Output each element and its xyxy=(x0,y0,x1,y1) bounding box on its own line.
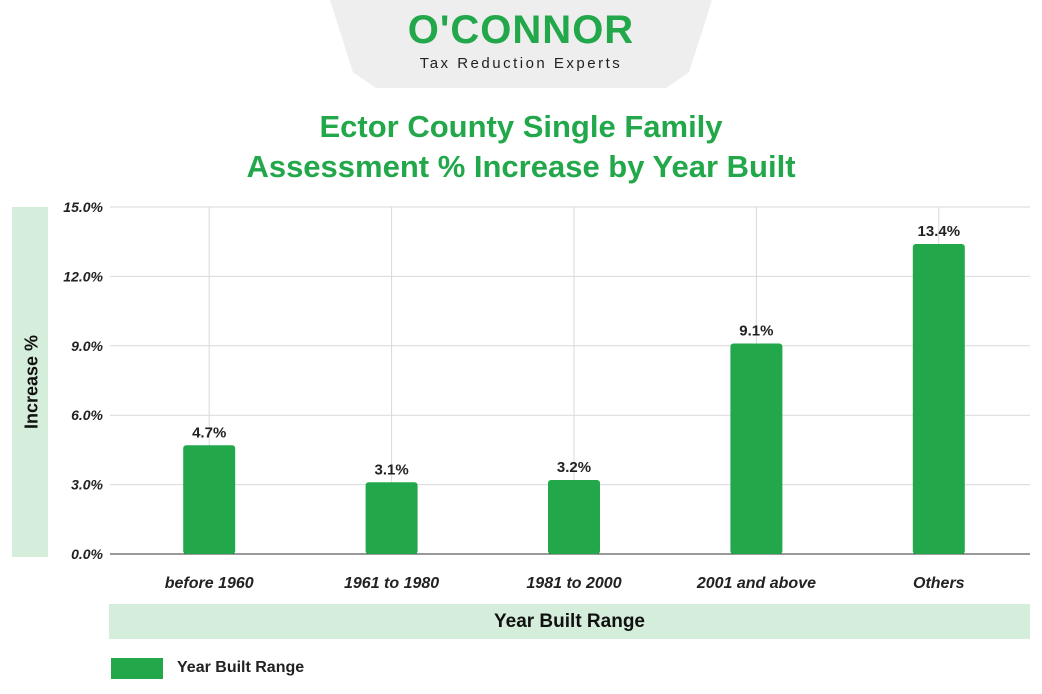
x-tick-label: 1981 to 2000 xyxy=(526,575,621,592)
y-tick-label: 9.0% xyxy=(71,338,103,354)
y-tick-label: 3.0% xyxy=(71,477,103,493)
legend-label: Year Built Range xyxy=(177,659,305,676)
x-tick-label: 1961 to 1980 xyxy=(344,575,439,592)
chart-title-line2: Assessment % Increase by Year Built xyxy=(246,149,796,184)
logo-background xyxy=(330,0,712,88)
y-tick-label: 12.0% xyxy=(63,268,103,284)
x-axis-label-band xyxy=(109,604,1030,639)
chart-title-line1: Ector County Single Family xyxy=(319,109,723,144)
legend-swatch xyxy=(111,658,163,679)
bar xyxy=(365,482,418,554)
x-axis-label: Year Built Range xyxy=(494,611,645,632)
data-label: 4.7% xyxy=(192,424,226,441)
x-tick-label: 2001 and above xyxy=(696,575,816,592)
brand-tagline: Tax Reduction Experts xyxy=(419,55,623,72)
brand-logo: O'CONNOR xyxy=(407,8,635,52)
data-label: 3.1% xyxy=(374,461,408,478)
bar xyxy=(730,343,783,554)
y-tick-label: 0.0% xyxy=(71,546,103,562)
y-axis-label-band xyxy=(12,207,48,557)
data-label: 3.2% xyxy=(557,459,591,476)
bar xyxy=(912,244,965,554)
y-tick-label: 6.0% xyxy=(71,407,103,423)
data-label: 9.1% xyxy=(739,322,773,339)
bar xyxy=(183,445,236,554)
data-label: 13.4% xyxy=(918,223,961,240)
bar xyxy=(548,479,600,554)
x-tick-label: before 1960 xyxy=(165,575,254,592)
x-tick-label: Others xyxy=(913,575,965,592)
y-tick-label: 15.0% xyxy=(63,199,103,215)
